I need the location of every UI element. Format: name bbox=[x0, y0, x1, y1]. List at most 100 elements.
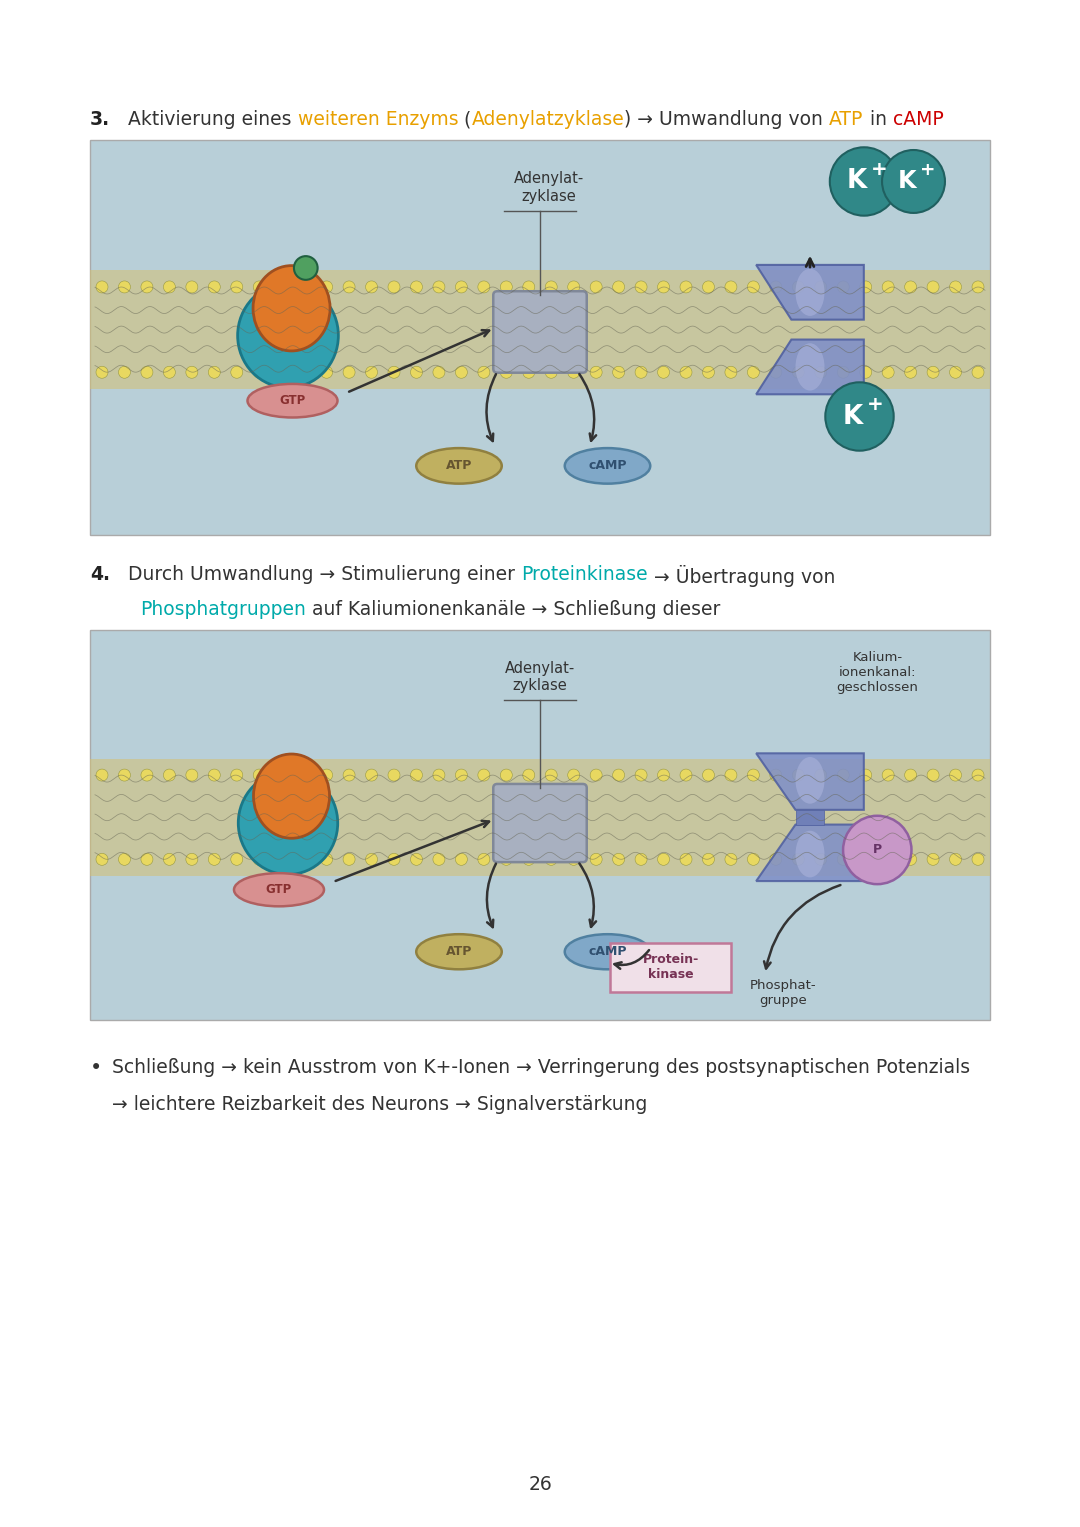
Ellipse shape bbox=[796, 757, 824, 803]
Circle shape bbox=[163, 281, 175, 293]
Text: ATP: ATP bbox=[446, 460, 472, 472]
Circle shape bbox=[905, 366, 917, 379]
Circle shape bbox=[725, 281, 737, 293]
FancyBboxPatch shape bbox=[90, 140, 990, 534]
Circle shape bbox=[612, 366, 624, 379]
Circle shape bbox=[119, 281, 131, 293]
Text: in: in bbox=[864, 110, 893, 128]
Circle shape bbox=[680, 281, 692, 293]
Circle shape bbox=[253, 281, 266, 293]
Circle shape bbox=[568, 281, 580, 293]
Text: K: K bbox=[842, 403, 863, 429]
Ellipse shape bbox=[796, 269, 824, 316]
Text: (: ( bbox=[458, 110, 472, 128]
Circle shape bbox=[545, 366, 557, 379]
Circle shape bbox=[456, 281, 468, 293]
Circle shape bbox=[298, 281, 310, 293]
Circle shape bbox=[770, 770, 782, 782]
Circle shape bbox=[253, 854, 266, 866]
Circle shape bbox=[119, 854, 131, 866]
Circle shape bbox=[927, 281, 940, 293]
Circle shape bbox=[972, 770, 984, 782]
Circle shape bbox=[410, 770, 422, 782]
Text: +: + bbox=[866, 395, 883, 414]
Text: GTP: GTP bbox=[266, 883, 292, 896]
Circle shape bbox=[456, 366, 468, 379]
Circle shape bbox=[477, 281, 490, 293]
Circle shape bbox=[905, 854, 917, 866]
Text: Schließung → kein Ausstrom von K+-Ionen → Verringerung des postsynaptischen Pote: Schließung → kein Ausstrom von K+-Ionen … bbox=[112, 1058, 970, 1077]
Circle shape bbox=[680, 854, 692, 866]
Circle shape bbox=[793, 366, 805, 379]
Circle shape bbox=[949, 366, 961, 379]
Circle shape bbox=[725, 366, 737, 379]
Circle shape bbox=[500, 366, 512, 379]
FancyBboxPatch shape bbox=[494, 783, 586, 863]
Circle shape bbox=[388, 854, 400, 866]
Circle shape bbox=[635, 281, 647, 293]
Circle shape bbox=[658, 854, 670, 866]
Circle shape bbox=[972, 281, 984, 293]
Circle shape bbox=[231, 366, 243, 379]
FancyBboxPatch shape bbox=[90, 759, 990, 875]
Circle shape bbox=[658, 281, 670, 293]
Circle shape bbox=[365, 854, 378, 866]
Circle shape bbox=[253, 770, 266, 782]
Polygon shape bbox=[756, 753, 864, 809]
Circle shape bbox=[747, 366, 759, 379]
Text: cAMP: cAMP bbox=[893, 110, 943, 128]
FancyBboxPatch shape bbox=[494, 292, 586, 373]
Circle shape bbox=[208, 770, 220, 782]
Circle shape bbox=[882, 281, 894, 293]
Circle shape bbox=[658, 770, 670, 782]
Circle shape bbox=[793, 281, 805, 293]
Ellipse shape bbox=[253, 266, 330, 351]
Circle shape bbox=[635, 770, 647, 782]
Circle shape bbox=[186, 366, 198, 379]
Ellipse shape bbox=[416, 935, 502, 970]
Circle shape bbox=[725, 770, 737, 782]
Circle shape bbox=[545, 854, 557, 866]
Circle shape bbox=[590, 854, 603, 866]
Circle shape bbox=[949, 854, 961, 866]
Circle shape bbox=[523, 770, 535, 782]
Text: ATP: ATP bbox=[829, 110, 864, 128]
Circle shape bbox=[96, 366, 108, 379]
Circle shape bbox=[163, 366, 175, 379]
FancyBboxPatch shape bbox=[90, 270, 990, 389]
Circle shape bbox=[612, 770, 624, 782]
Text: K: K bbox=[897, 169, 917, 194]
Circle shape bbox=[545, 770, 557, 782]
Ellipse shape bbox=[565, 935, 650, 970]
Text: Proteinkinase: Proteinkinase bbox=[521, 565, 648, 583]
Circle shape bbox=[523, 854, 535, 866]
Text: cAMP: cAMP bbox=[589, 945, 626, 959]
Circle shape bbox=[882, 770, 894, 782]
Circle shape bbox=[747, 854, 759, 866]
Text: Phosphatgruppen: Phosphatgruppen bbox=[140, 600, 306, 618]
Circle shape bbox=[231, 854, 243, 866]
Ellipse shape bbox=[239, 771, 338, 875]
Ellipse shape bbox=[565, 447, 650, 484]
FancyBboxPatch shape bbox=[796, 809, 824, 825]
Circle shape bbox=[590, 770, 603, 782]
Circle shape bbox=[140, 366, 153, 379]
Ellipse shape bbox=[796, 344, 824, 391]
Circle shape bbox=[500, 854, 512, 866]
Circle shape bbox=[275, 770, 287, 782]
Circle shape bbox=[843, 815, 912, 884]
Circle shape bbox=[343, 770, 355, 782]
Circle shape bbox=[294, 257, 318, 279]
Circle shape bbox=[477, 366, 490, 379]
Circle shape bbox=[949, 281, 961, 293]
Circle shape bbox=[275, 854, 287, 866]
Text: 26: 26 bbox=[528, 1475, 552, 1495]
Circle shape bbox=[433, 366, 445, 379]
Circle shape bbox=[119, 770, 131, 782]
Circle shape bbox=[860, 281, 872, 293]
Circle shape bbox=[433, 854, 445, 866]
Circle shape bbox=[590, 281, 603, 293]
Circle shape bbox=[208, 854, 220, 866]
Text: K: K bbox=[847, 168, 867, 194]
Circle shape bbox=[477, 770, 490, 782]
